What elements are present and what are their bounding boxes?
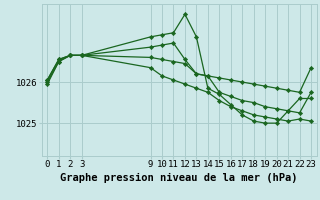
X-axis label: Graphe pression niveau de la mer (hPa): Graphe pression niveau de la mer (hPa) xyxy=(60,173,298,183)
